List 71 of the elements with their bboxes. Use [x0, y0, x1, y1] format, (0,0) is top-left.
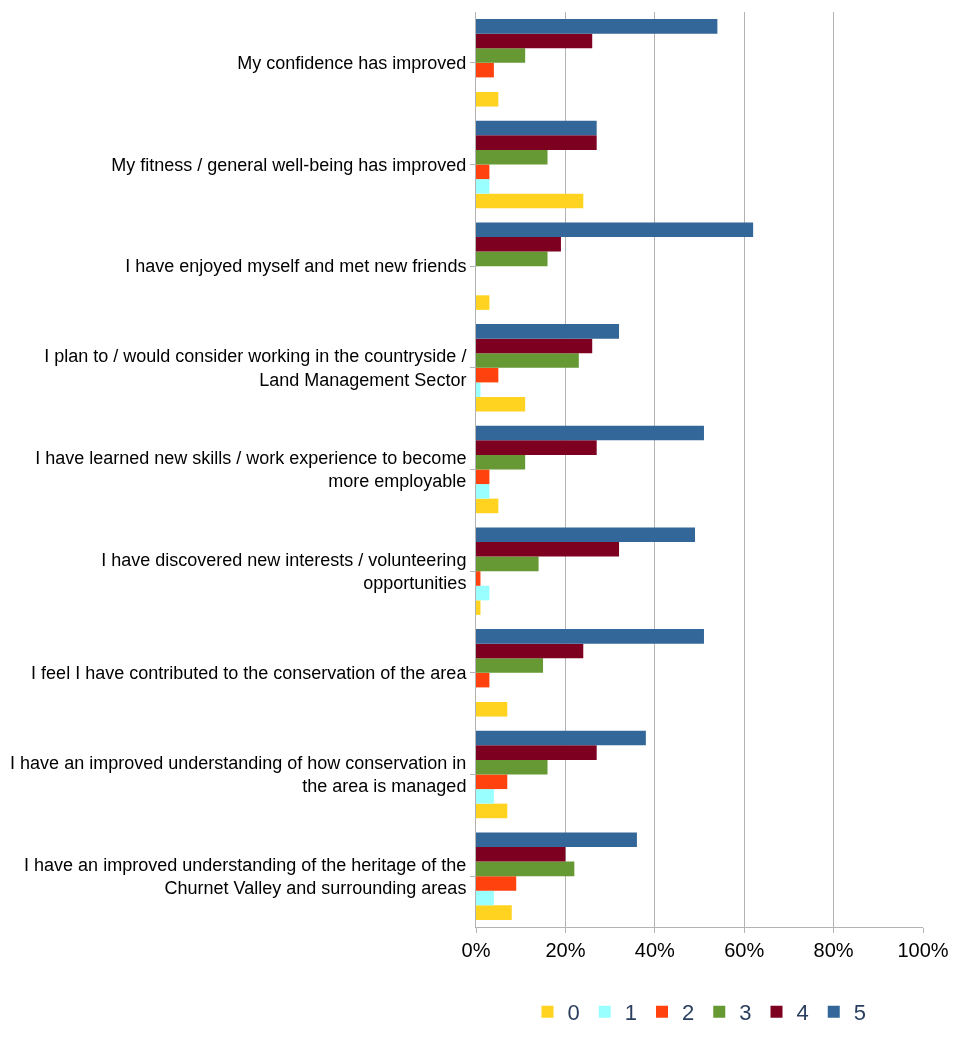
- bar: [476, 542, 620, 557]
- y-tick-label: I have enjoyed myself and met new friends: [125, 256, 467, 277]
- bar: [476, 469, 490, 485]
- bar: [476, 672, 490, 688]
- bar: [476, 396, 526, 412]
- bar: [476, 629, 704, 644]
- bar: [476, 164, 490, 180]
- x-tick-label: 100%: [897, 939, 949, 961]
- bar: [476, 251, 548, 267]
- bar: [476, 120, 597, 136]
- bar: [476, 91, 499, 107]
- bar: [476, 745, 597, 760]
- y-tick-label: My fitness / general well-being has improved: [111, 154, 467, 175]
- x-tick-label: 20%: [545, 939, 586, 961]
- bar: [476, 425, 704, 441]
- bar: [476, 193, 584, 209]
- legend-label: 2: [682, 1000, 695, 1026]
- legend-label: 0: [567, 1000, 580, 1026]
- bar: [476, 338, 593, 354]
- bar: [476, 803, 508, 819]
- bar: [476, 48, 526, 63]
- bar: [476, 179, 490, 194]
- bar: [476, 454, 526, 470]
- x-tick-label: 80%: [813, 939, 854, 961]
- bar: [476, 295, 490, 310]
- bar: [476, 135, 597, 150]
- bar: [476, 701, 508, 717]
- y-tick-label: I feel I have contributed to the conservation of the area: [31, 663, 468, 684]
- x-tick-label: 60%: [724, 939, 765, 961]
- bar: [476, 890, 494, 906]
- bar: [476, 847, 566, 862]
- bar: [476, 382, 481, 397]
- bar: [476, 658, 544, 673]
- y-tick-label: I have an improved understanding of how conservation in the area is managed: [10, 753, 467, 797]
- y-tick-label: I have discovered new interests / volunteering opportunities: [101, 549, 467, 594]
- bar: [476, 730, 646, 746]
- bar: [476, 62, 494, 78]
- bar: [476, 222, 754, 238]
- legend-label: 3: [739, 1000, 752, 1026]
- bar: [476, 861, 575, 877]
- bar: [476, 585, 490, 601]
- bar: [476, 759, 548, 775]
- bar: [476, 600, 481, 615]
- bar: [476, 484, 490, 499]
- bar: [476, 324, 620, 339]
- legend-label: 4: [796, 1000, 809, 1026]
- bar: [476, 367, 499, 383]
- bar: [476, 440, 597, 455]
- legend-label: 1: [624, 1000, 637, 1026]
- bar: [476, 353, 579, 368]
- bar: [476, 527, 696, 543]
- legend-label: 5: [853, 1000, 866, 1026]
- bar: [476, 832, 637, 848]
- y-tick-label: I have an improved understanding of the heritage of the Churnet Valley and surrounding areas: [24, 854, 467, 899]
- bar: [476, 556, 539, 572]
- bar: [476, 237, 561, 252]
- bar: [476, 774, 508, 790]
- bar: [476, 571, 481, 586]
- x-tick-label: 0%: [461, 939, 491, 961]
- bar: [476, 498, 499, 514]
- bar: [476, 876, 517, 891]
- bar: [476, 643, 584, 659]
- bar: [476, 905, 512, 920]
- y-tick-label: I have learned new skills / work experience to become more employable: [35, 448, 467, 492]
- y-tick-label: I plan to / would consider working in the countryside / Land Management Sector: [44, 346, 467, 390]
- bar: [476, 19, 718, 34]
- bar: [476, 149, 548, 165]
- bar: [476, 789, 494, 804]
- x-tick-label: 40%: [634, 939, 676, 961]
- y-tick-label: My confidence has improved: [237, 53, 467, 74]
- bar: [476, 33, 593, 49]
